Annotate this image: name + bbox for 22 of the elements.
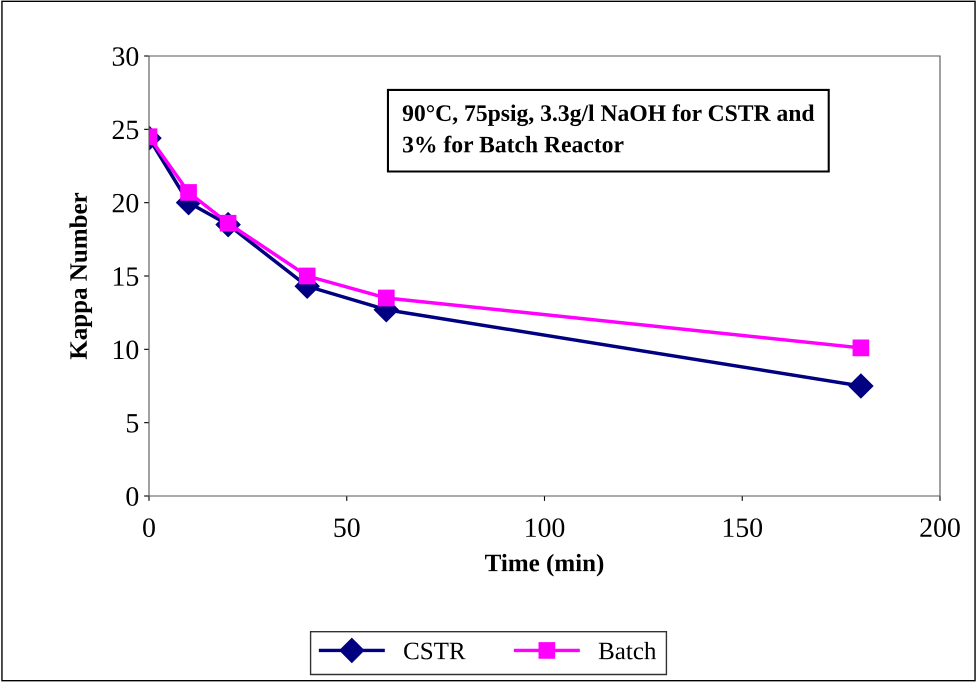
y-tick-label: 20 — [112, 194, 138, 213]
y-axis-title: Kappa Number — [69, 192, 92, 360]
x-tick-label: 200 — [920, 518, 960, 538]
annotation: 90°C, 75psig, 3.3g/l NaOH for CSTR and 3% for Batch Reactor — [402, 104, 814, 153]
point — [298, 268, 316, 284]
y-tick-label: 25 — [112, 120, 138, 140]
x-tick-label: 100 — [526, 518, 564, 538]
x-tick-label: 50 — [334, 518, 360, 538]
y-tick-label: 30 — [112, 47, 138, 66]
point — [378, 290, 395, 306]
point — [848, 374, 874, 398]
legend-label: Batch — [598, 642, 656, 660]
y-tick-label: 5 — [127, 414, 138, 433]
y-tick-label: 0 — [126, 487, 138, 506]
point — [180, 184, 197, 201]
x-tick-label: 0 — [143, 518, 155, 538]
y-tick-label: 15 — [114, 267, 138, 286]
y-tick-label: 10 — [114, 340, 138, 360]
legend-label: CSTR — [404, 642, 466, 660]
x-axis-title: Time (min) — [485, 554, 604, 576]
x-tick-label: 150 — [724, 518, 762, 538]
point — [852, 340, 870, 356]
